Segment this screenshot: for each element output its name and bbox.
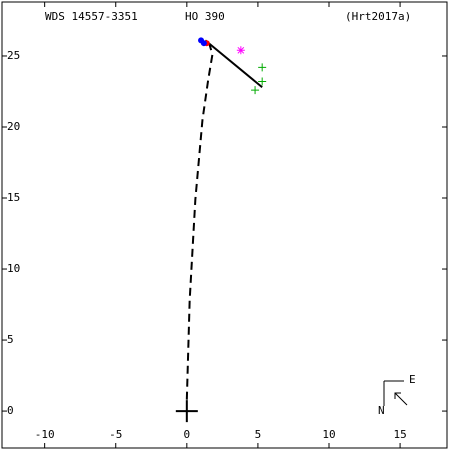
orbit-line xyxy=(185,44,214,400)
chart-subtitle: HO 390 xyxy=(185,10,225,23)
y-tick-label: 20 xyxy=(7,120,20,133)
plus-marker xyxy=(258,77,267,86)
y-tick-label: 10 xyxy=(7,262,20,275)
compass-arrow xyxy=(394,392,408,406)
primary-marker xyxy=(175,400,198,423)
asterisk-marker xyxy=(236,46,245,55)
x-tick-label: 10 xyxy=(322,428,335,441)
compass: E N xyxy=(378,373,416,417)
x-tick-label: 15 xyxy=(393,428,406,441)
y-tick-label: 5 xyxy=(7,333,14,346)
plus-marker xyxy=(251,86,260,95)
y-tick-label: 15 xyxy=(7,191,20,204)
x-tick-label: 5 xyxy=(255,428,262,441)
x-tick-label: -10 xyxy=(35,428,55,441)
reference: (Hrt2017a) xyxy=(345,10,411,23)
x-tick-label: 0 xyxy=(184,428,191,441)
y-tick-label: 0 xyxy=(7,404,14,417)
y-tick-label: 25 xyxy=(7,49,20,62)
compass-arrow-head xyxy=(394,392,401,399)
x-tick-label: -5 xyxy=(109,428,122,441)
orbit-line xyxy=(204,39,263,88)
compass-north: N xyxy=(378,404,385,417)
dot-marker xyxy=(200,40,207,47)
chart-title: WDS 14557-3351 xyxy=(45,10,138,23)
plus-marker xyxy=(258,63,267,72)
compass-east: E xyxy=(409,373,416,386)
